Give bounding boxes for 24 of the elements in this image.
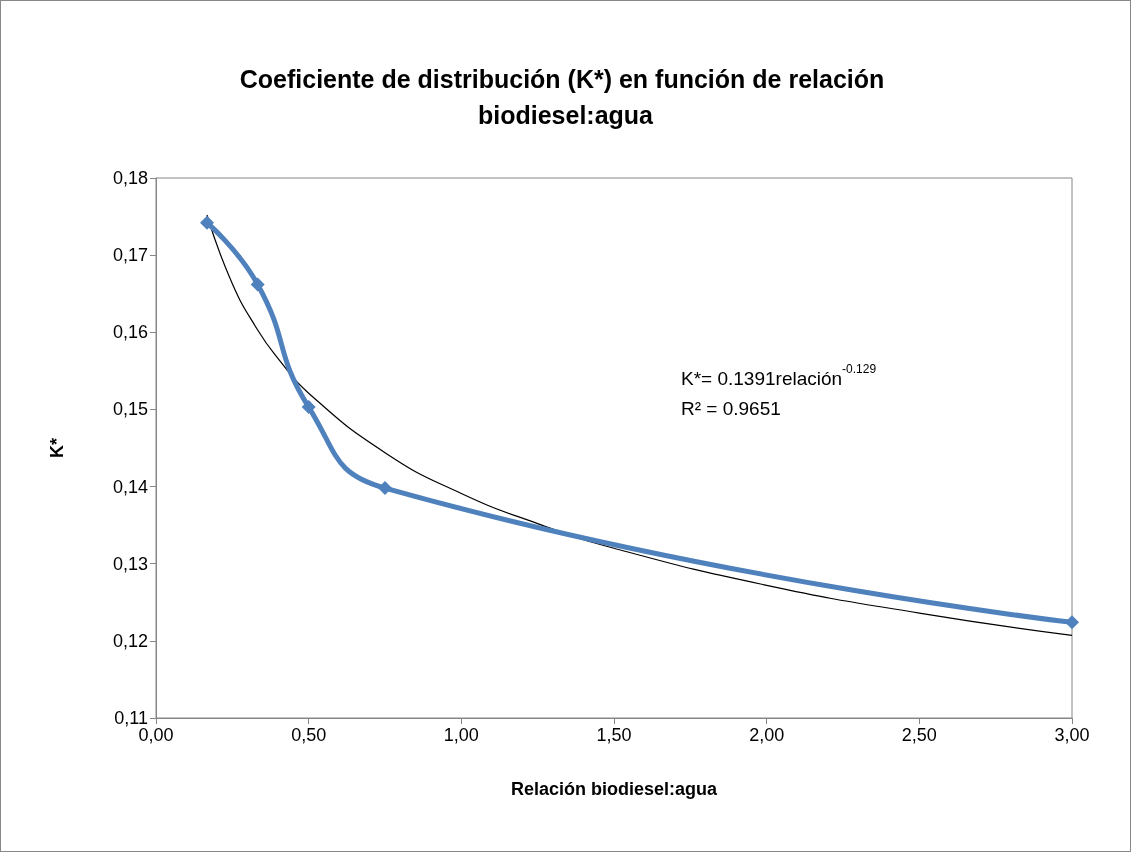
y-tick-label: 0,18: [112, 168, 148, 188]
y-tick-label: 0,15: [112, 399, 148, 420]
point: [301, 400, 316, 415]
x-tick-label: 2,50: [901, 725, 937, 745]
x-axis-title: Relación biodiesel:agua: [510, 779, 719, 799]
point: [199, 215, 214, 230]
x-tick-label: 3,00: [1054, 725, 1090, 745]
x-tick-label: 2,00: [749, 725, 785, 745]
x-tick-label: 1,50: [596, 725, 632, 745]
annotation: R² = 0.9651: [681, 397, 781, 419]
y-tick-label: 0,17: [112, 245, 148, 266]
y-axis-title: K*: [47, 437, 67, 459]
y-tick-label: 0,14: [112, 476, 148, 497]
x-tick-label: 0,00: [138, 725, 174, 745]
y-tick-label: 0,16: [112, 322, 148, 343]
y-tick-label: 0,12: [112, 630, 148, 651]
chart-title: Coeficiente de distribución (K*) en función de relación biodiesel:agua: [239, 65, 892, 129]
x-tick-label: 0,50: [291, 725, 327, 745]
point: [250, 277, 265, 292]
point: [1065, 615, 1079, 630]
x-tick-label: 1,00: [443, 725, 479, 745]
y-tick-label: 0,11: [114, 708, 148, 728]
y-tick-label: 0,13: [112, 553, 148, 574]
point: [378, 481, 392, 496]
